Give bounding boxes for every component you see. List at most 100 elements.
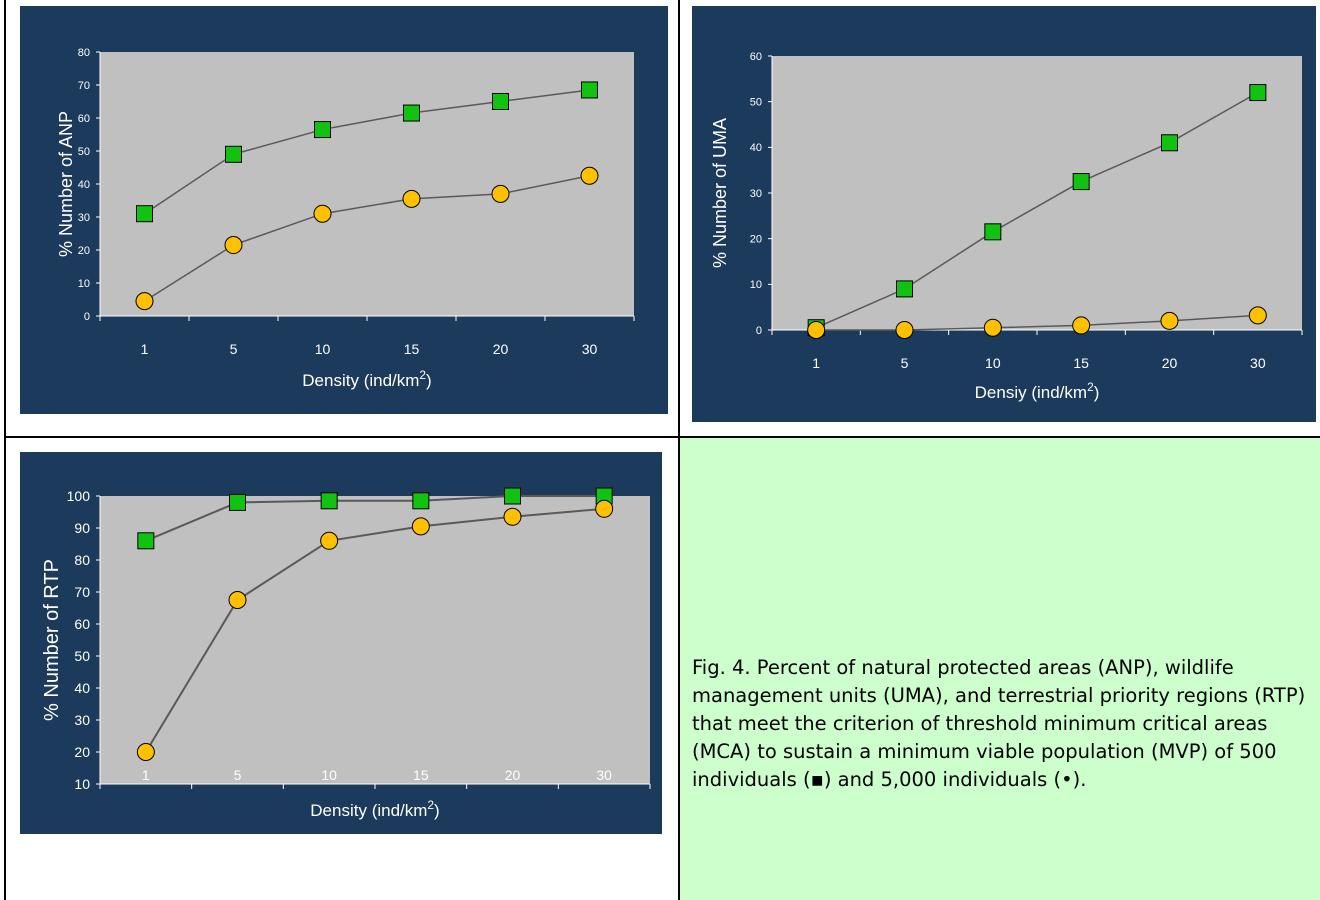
y-tick-label: 30 [74, 712, 90, 728]
circle-marker [320, 531, 339, 550]
circle-marker [402, 189, 421, 208]
y-tick-label: 60 [74, 616, 90, 632]
x-tick-label: 30 [1250, 355, 1266, 371]
series-line-square [145, 495, 605, 542]
figure-caption: Fig. 4. Percent of natural protected are… [692, 656, 1306, 791]
x-tick-label: 5 [901, 355, 909, 371]
x-axis-label: Densiy (ind/km2) [975, 380, 1100, 402]
x-tick-label: 10 [985, 355, 1001, 371]
circle-marker [1072, 316, 1091, 335]
circle-marker [228, 591, 247, 609]
y-tick-label: 50 [74, 648, 90, 664]
circle-marker [595, 499, 614, 518]
y-tick-label: 0 [84, 311, 90, 323]
x-tick-label: 20 [505, 767, 521, 783]
y-tick-label: 30 [78, 212, 90, 224]
square-marker [314, 121, 331, 139]
x-axis-label-sup: 2 [419, 368, 426, 382]
table-border-row [4, 436, 1320, 438]
x-tick-label: 30 [596, 767, 612, 783]
square-marker [320, 492, 338, 510]
square-marker [1161, 134, 1178, 152]
y-tick-label: 40 [750, 142, 762, 154]
square-marker [581, 81, 598, 99]
chart-rtp-panel: 10 20 30 40 50 60 70 80 90 100 1 5 10 15 20 30% Number … [20, 452, 662, 834]
table-border-left [4, 0, 6, 900]
y-tick-label: 80 [78, 47, 90, 59]
chart-anp-panel: 0 10 20 30 40 50 60 70 80 1 5 10 15 20 30% Number of A… [20, 6, 668, 414]
y-axis-label: % Number of RTP [41, 559, 63, 721]
circle-marker [313, 204, 332, 223]
x-axis-label-end: ) [426, 371, 432, 390]
table-border-middle [678, 0, 680, 900]
x-tick-label: 5 [230, 341, 238, 357]
y-tick-label: 10 [750, 279, 762, 291]
y-tick-label: 80 [74, 552, 90, 568]
square-marker [225, 145, 242, 163]
y-tick-label: 40 [74, 680, 90, 696]
square-marker [403, 104, 420, 122]
chart-uma-panel: 0 10 20 30 40 50 60 1 5 10 15 20 30% Number of UMA De… [692, 6, 1316, 422]
series-line-square [815, 91, 1259, 329]
caption-cell: Fig. 4. Percent of natural protected are… [680, 438, 1320, 900]
x-tick-label: 30 [582, 341, 598, 357]
x-tick-label: 15 [413, 767, 429, 783]
circle-marker [503, 507, 522, 526]
y-axis-label: % Number of ANP [56, 111, 76, 257]
x-tick-label: 10 [315, 341, 331, 357]
y-tick-label: 60 [78, 113, 90, 125]
x-axis-label: Density (ind/km2) [310, 798, 439, 820]
y-tick-label: 50 [78, 146, 90, 158]
x-axis-label-end: ) [1094, 383, 1100, 402]
y-tick-label: 10 [78, 278, 90, 290]
y-tick-label: 30 [750, 188, 762, 200]
square-marker [1249, 84, 1267, 102]
circle-marker [1160, 311, 1179, 330]
y-tick-label: 100 [67, 488, 91, 504]
x-tick-label: 20 [493, 341, 509, 357]
circle-marker [1248, 306, 1267, 325]
x-axis-label-sup: 2 [1087, 380, 1094, 394]
circle-marker [895, 321, 914, 339]
x-tick-label: 15 [404, 341, 420, 357]
x-tick-label: 1 [142, 767, 150, 783]
y-tick-label: 90 [74, 520, 90, 536]
circle-marker [135, 292, 154, 311]
square-marker [1072, 173, 1090, 191]
series-line-square [144, 89, 590, 215]
square-marker [137, 532, 155, 550]
square-marker [136, 205, 153, 223]
x-tick-label: 5 [234, 767, 242, 783]
square-marker [504, 487, 521, 505]
y-tick-label: 60 [750, 51, 762, 63]
x-axis-label-sup: 2 [427, 798, 434, 812]
y-tick-label: 20 [750, 234, 762, 246]
square-marker [412, 492, 430, 510]
series-line-circle [816, 314, 1258, 331]
series-line-circle [144, 175, 590, 302]
circle-marker [224, 236, 243, 255]
y-tick-label: 70 [74, 584, 90, 600]
plot-area [100, 496, 650, 784]
circle-marker [807, 321, 826, 339]
circle-marker [136, 743, 155, 761]
circle-marker [983, 318, 1002, 337]
circle-marker [491, 184, 510, 203]
x-axis-label-main: Density (ind/km [310, 801, 427, 820]
y-axis-label: % Number of UMA [710, 118, 730, 268]
x-tick-label: 20 [1162, 355, 1178, 371]
plot-area [772, 56, 1302, 330]
x-tick-label: 1 [141, 341, 149, 357]
y-tick-label: 40 [78, 179, 90, 191]
square-marker [229, 493, 246, 511]
y-tick-label: 20 [78, 245, 90, 257]
y-tick-label: 0 [756, 325, 762, 337]
y-tick-label: 50 [750, 97, 762, 109]
series-line-circle [144, 507, 605, 753]
square-marker [896, 280, 913, 298]
y-tick-label: 20 [74, 744, 90, 760]
x-axis-label-end: ) [434, 801, 440, 820]
square-marker [492, 93, 509, 110]
